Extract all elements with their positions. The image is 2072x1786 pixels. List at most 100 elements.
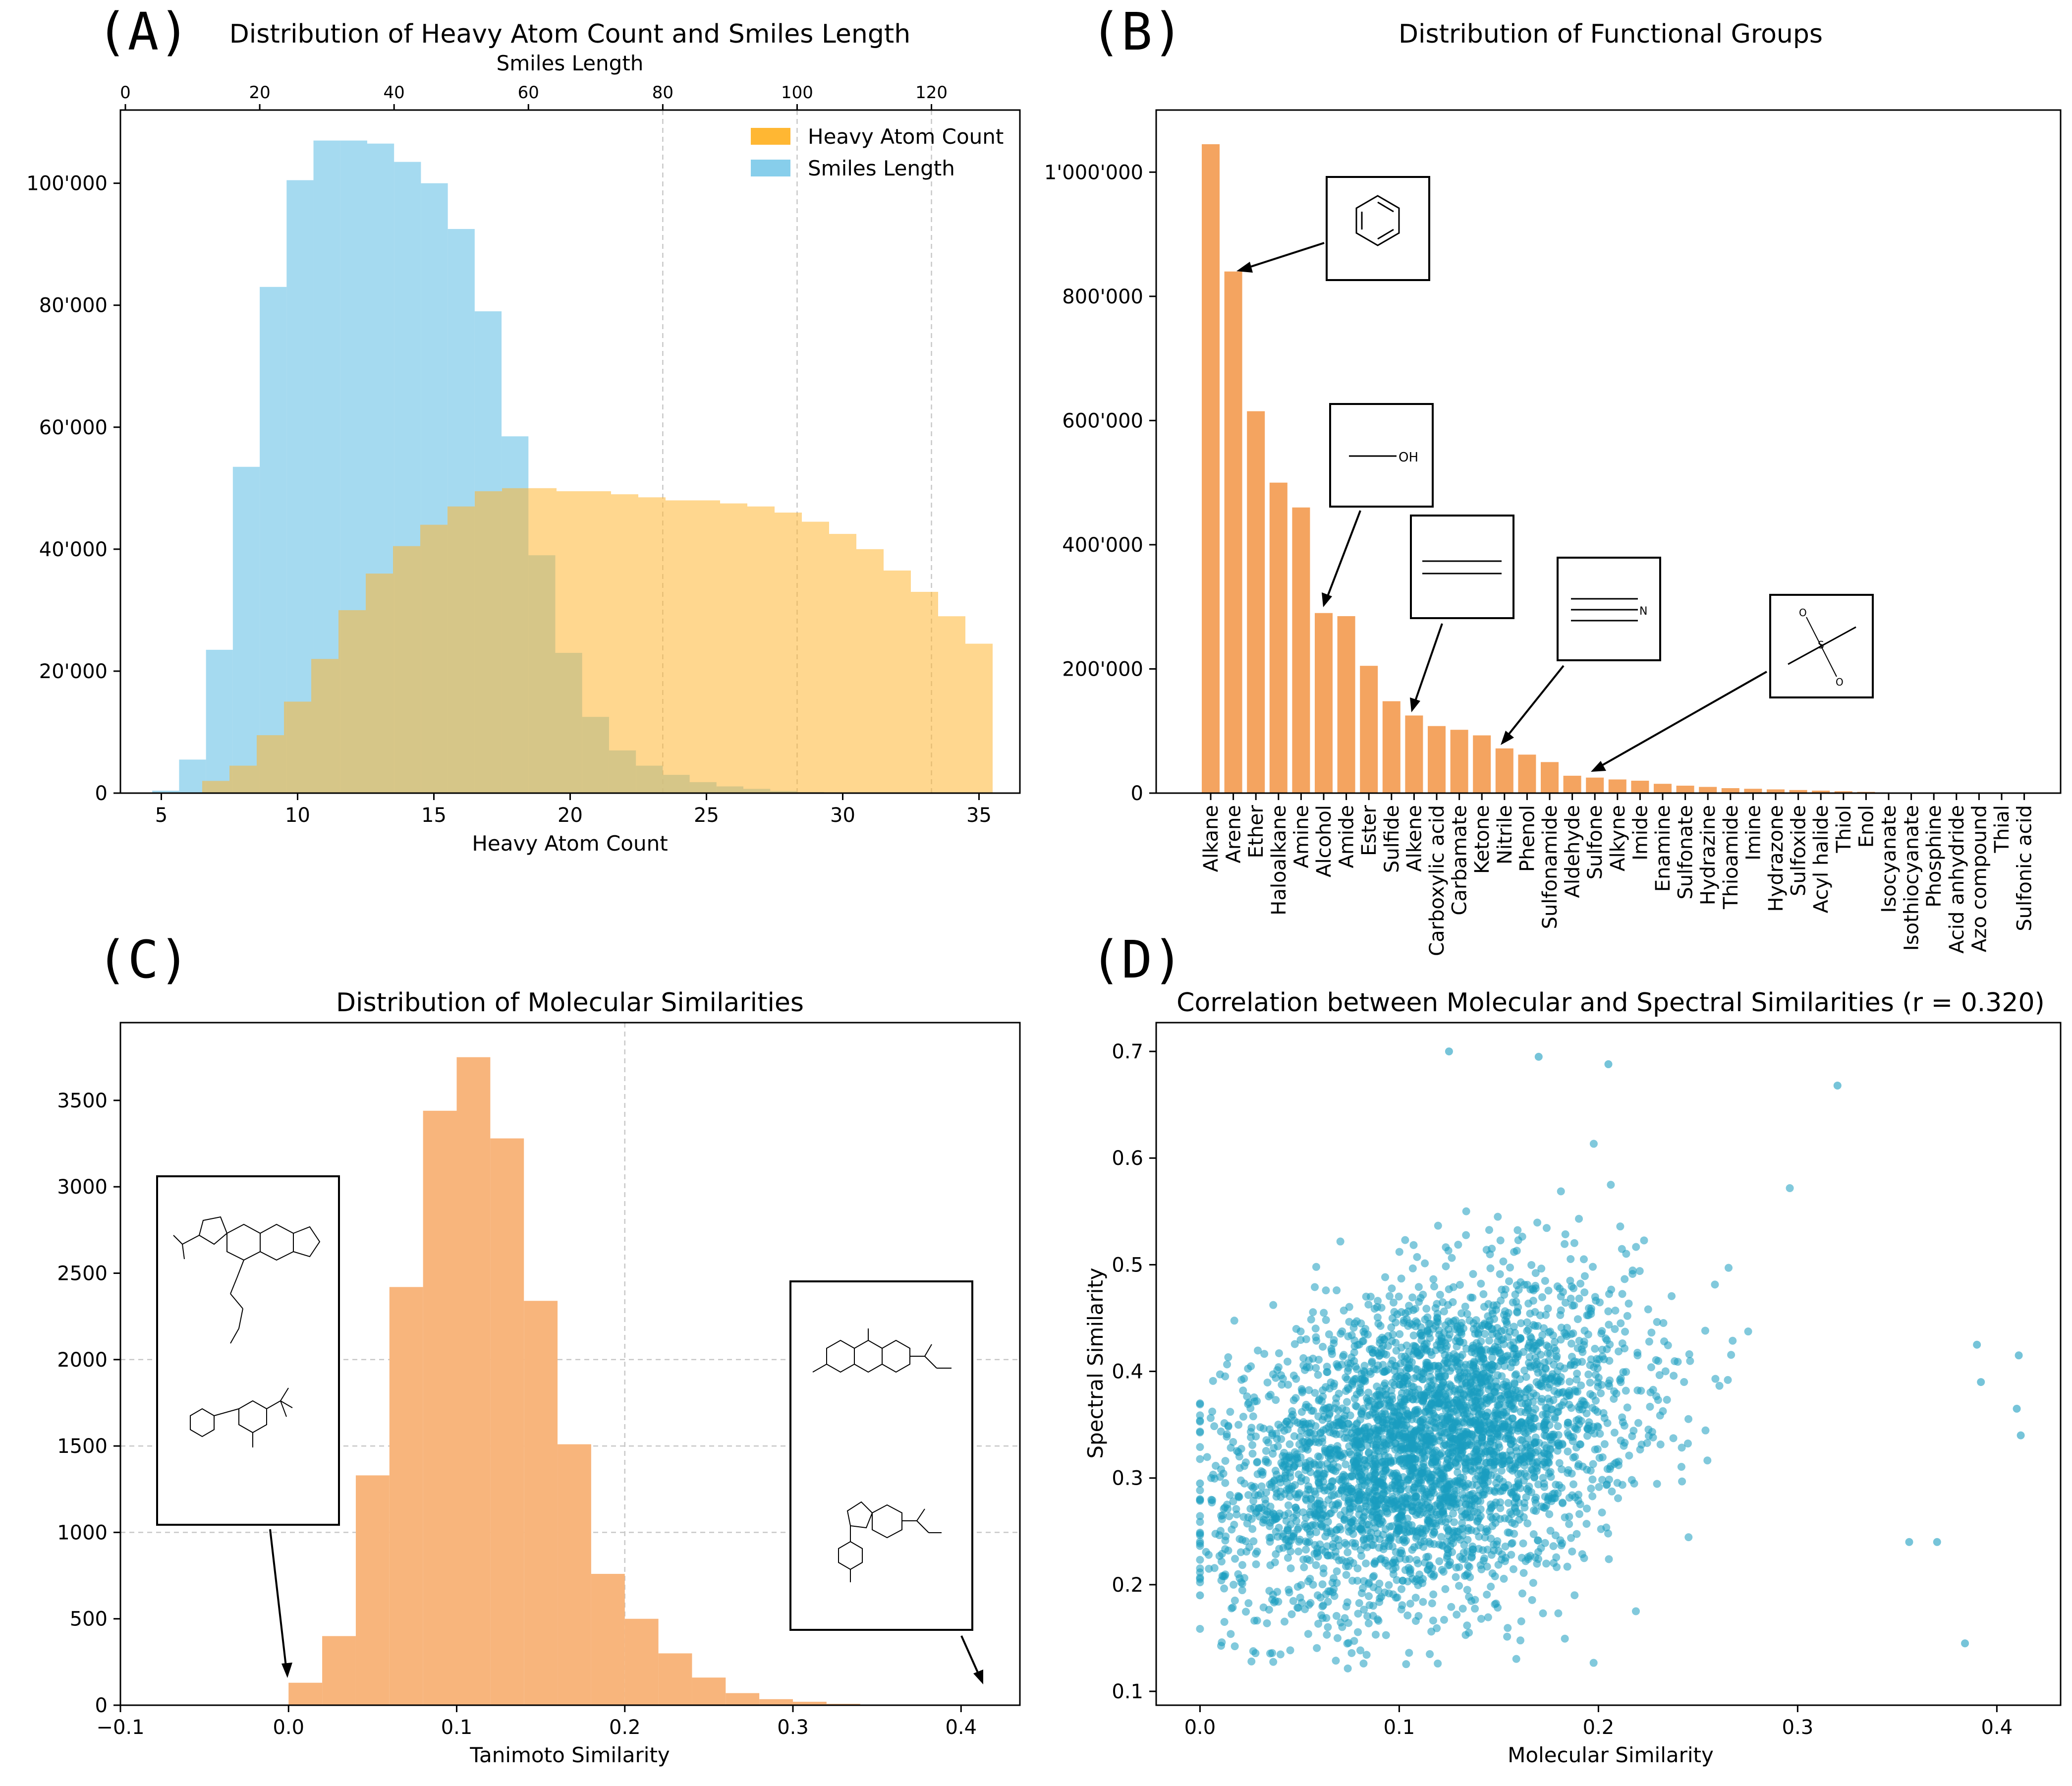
scatter-point: [1526, 1392, 1535, 1401]
scatter-point: [1435, 1557, 1444, 1565]
sulfonyl-o2-label: O: [1836, 676, 1844, 688]
bar-heavy-atom-count: [202, 781, 229, 793]
scatter-point: [1579, 1255, 1588, 1264]
scatter-point: [1450, 1518, 1458, 1526]
chart-d-xlabel: Molecular Similarity: [1508, 1743, 1714, 1767]
scatter-point: [1463, 1586, 1471, 1594]
scatter-point: [1533, 1457, 1542, 1466]
scatter-point: [1405, 1319, 1414, 1327]
chart-a-xtick: 35: [966, 804, 992, 827]
bar-tanimoto: [624, 1618, 659, 1705]
scatter-point: [1588, 1492, 1597, 1500]
scatter-point: [1487, 1551, 1496, 1559]
scatter-point: [1459, 1338, 1467, 1347]
scatter-point: [1513, 1308, 1521, 1317]
scatter-point: [1314, 1371, 1322, 1379]
chart-b-category-label: Alkyne: [1607, 805, 1629, 871]
scatter-point: [1360, 1330, 1369, 1338]
scatter-point: [1302, 1363, 1311, 1371]
chart-b-ytick: 0: [1131, 782, 1143, 805]
inset-hydroxyl: OH: [1322, 403, 1434, 607]
scatter-point: [1418, 1368, 1426, 1376]
scatter-point: [1534, 1381, 1543, 1389]
scatter-point: [1422, 1361, 1431, 1369]
scatter-point: [1196, 1512, 1204, 1520]
scatter-point: [1306, 1510, 1314, 1519]
scatter-point: [1290, 1462, 1298, 1471]
scatter-point: [1319, 1342, 1327, 1351]
scatter-point: [1553, 1352, 1561, 1361]
scatter-point: [1436, 1290, 1444, 1299]
scatter-point: [1501, 1316, 1510, 1325]
scatter-point: [1371, 1487, 1379, 1495]
scatter-point: [1412, 1556, 1421, 1564]
chart-c-xtick: 0.2: [609, 1716, 641, 1739]
scatter-point: [1643, 1439, 1651, 1447]
scatter-point: [1333, 1286, 1341, 1295]
scatter-point: [1786, 1184, 1794, 1192]
scatter-point: [1358, 1464, 1366, 1473]
scatter-point: [1275, 1349, 1283, 1358]
scatter-point: [1383, 1420, 1391, 1428]
chart-a-ytick: 40'000: [39, 538, 108, 561]
scatter-point: [1566, 1276, 1574, 1285]
scatter-point: [1567, 1255, 1575, 1263]
bar-functional-group: [1721, 788, 1739, 793]
scatter-point: [1517, 1554, 1526, 1562]
scatter-point: [1243, 1392, 1251, 1400]
scatter-point: [1365, 1345, 1374, 1354]
scatter-point: [1416, 1417, 1425, 1425]
scatter-point: [1501, 1542, 1510, 1551]
scatter-point: [1424, 1565, 1432, 1574]
scatter-point: [1324, 1517, 1332, 1526]
scatter-point: [1307, 1315, 1315, 1324]
scatter-point: [1526, 1332, 1535, 1341]
scatter-point: [1374, 1320, 1383, 1328]
scatter-point: [1447, 1536, 1456, 1545]
scatter-point: [1603, 1480, 1611, 1489]
chart-b-category-label: Acid anhydride: [1946, 805, 1968, 954]
scatter-point: [1365, 1402, 1373, 1410]
scatter-point: [1313, 1591, 1322, 1600]
scatter-point: [1507, 1436, 1515, 1444]
scatter-point: [1358, 1519, 1367, 1528]
scatter-point: [2016, 1431, 2025, 1440]
legend-label-smiles: Smiles Length: [808, 156, 955, 180]
scatter-point: [1477, 1408, 1485, 1416]
scatter-point: [1330, 1339, 1338, 1348]
scatter-point: [1398, 1512, 1406, 1521]
chart-b-category-label: Enol: [1855, 805, 1878, 848]
bar-tanimoto: [658, 1653, 692, 1705]
scatter-point: [1499, 1257, 1508, 1266]
scatter-point: [1497, 1336, 1506, 1344]
scatter-point: [1412, 1504, 1421, 1512]
scatter-point: [1668, 1292, 1676, 1300]
scatter-point: [1473, 1457, 1482, 1465]
scatter-point: [1623, 1312, 1631, 1320]
scatter-point: [1635, 1267, 1644, 1275]
chart-c-ytick: 3000: [57, 1176, 108, 1199]
bar-functional-group: [1789, 790, 1807, 793]
scatter-point: [1519, 1569, 1528, 1577]
scatter-point: [1427, 1627, 1436, 1636]
scatter-point: [1645, 1337, 1653, 1346]
scatter-point: [1512, 1443, 1520, 1451]
chart-a-ytick: 100'000: [26, 173, 108, 195]
scatter-point: [1533, 1536, 1542, 1545]
scatter-point: [1423, 1326, 1432, 1334]
scatter-point: [1314, 1356, 1323, 1364]
scatter-point: [1415, 1447, 1423, 1456]
scatter-point: [1392, 1318, 1400, 1326]
scatter-point: [1546, 1327, 1555, 1336]
scatter-point: [1257, 1482, 1266, 1491]
bar-tanimoto: [558, 1444, 591, 1705]
scatter-point: [1374, 1297, 1382, 1305]
scatter-point: [1414, 1612, 1423, 1620]
scatter-point: [1678, 1443, 1686, 1452]
scatter-point: [1449, 1493, 1457, 1501]
scatter-point: [1337, 1618, 1345, 1627]
scatter-point: [1421, 1315, 1429, 1324]
scatter-point: [1557, 1187, 1565, 1196]
scatter-point: [1278, 1381, 1286, 1389]
scatter-point: [1623, 1403, 1631, 1412]
